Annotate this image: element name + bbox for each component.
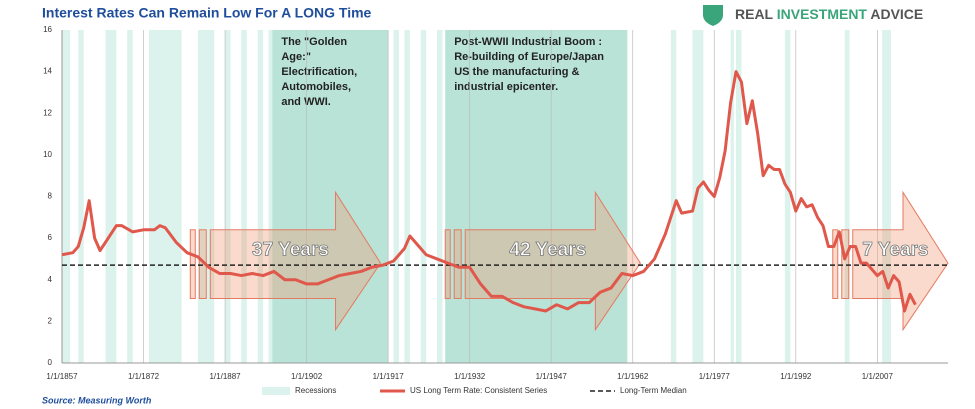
recession-band [404, 30, 410, 363]
arrow [852, 190, 949, 332]
era-band [272, 30, 389, 363]
chart-title: Interest Rates Can Remain Low For A LONG… [42, 5, 372, 21]
logo: REAL INVESTMENT ADVICE [735, 6, 923, 22]
legend-label: Recessions [295, 386, 336, 395]
recession-band [241, 30, 247, 363]
y-tick-label: 6 [48, 233, 53, 242]
arrow-stripe [453, 229, 462, 299]
era-text: industrial epicenter. [454, 81, 558, 93]
y-tick-label: 2 [48, 316, 53, 325]
x-tick-label: 1/1/2007 [862, 372, 894, 381]
logo-part: INVESTMENT [777, 6, 868, 22]
x-tick-label: 1/1/1857 [46, 372, 78, 381]
y-tick-label: 16 [43, 25, 52, 34]
arrow-stripe [189, 229, 196, 299]
arrow [209, 190, 382, 332]
y-tick-label: 4 [48, 275, 53, 284]
x-tick-label: 1/1/1902 [291, 372, 323, 381]
recession-band [730, 30, 734, 363]
recession-band [257, 30, 264, 363]
arrow-label: 37 Years [252, 240, 329, 261]
recession-band [420, 30, 427, 363]
x-tick-label: 1/1/1977 [699, 372, 731, 381]
logo-part: REAL [735, 6, 774, 22]
y-tick-label: 8 [48, 192, 53, 201]
y-tick-label: 0 [48, 358, 53, 367]
recession-band [197, 30, 215, 363]
x-tick-label: 1/1/1962 [617, 372, 649, 381]
recession-band [736, 30, 742, 363]
x-tick-label: 1/1/1872 [128, 372, 160, 381]
legend-swatch [262, 387, 290, 395]
y-tick-label: 14 [43, 67, 52, 76]
source: Source: Measuring Worth [42, 395, 152, 405]
legend-label: Long-Term Median [620, 386, 687, 395]
era-text: The "Golden [281, 36, 347, 48]
x-tick-label: 1/1/1917 [373, 372, 405, 381]
recession-band [882, 30, 891, 363]
x-tick-label: 1/1/1947 [536, 372, 568, 381]
era-text: Automobiles, [281, 81, 351, 93]
recession-band [393, 30, 400, 363]
recession-band [437, 30, 443, 363]
recession-band [225, 30, 231, 363]
recession-band [127, 30, 133, 363]
series-line [61, 70, 917, 313]
era-text: US the manufacturing & [454, 66, 579, 78]
x-tick-label: 1/1/1887 [209, 372, 241, 381]
recession-band [844, 30, 850, 363]
legend-label: US Long Term Rate: Consistent Series [410, 386, 547, 395]
recession-band [148, 30, 182, 363]
era-text: Post-WWII Industrial Boom : [454, 36, 602, 48]
y-tick-label: 10 [43, 150, 52, 159]
x-tick-label: 1/1/1932 [454, 372, 486, 381]
recession-band [670, 30, 677, 363]
recession-band [692, 30, 704, 363]
era-text: Age:" [281, 51, 311, 63]
era-text: Electrification, [281, 66, 357, 78]
logo-icon [703, 5, 723, 26]
era-text: and WWI. [281, 96, 331, 108]
x-tick-label: 1/1/1992 [780, 372, 812, 381]
era-band [445, 30, 628, 363]
recession-band [105, 30, 117, 363]
recession-band [62, 30, 71, 363]
arrow-label: 42 Years [509, 240, 586, 261]
recession-band [784, 30, 791, 363]
recession-band [78, 30, 84, 363]
arrow-label: 7 Years [862, 240, 928, 261]
arrow-stripe [832, 229, 839, 299]
y-tick-label: 12 [43, 108, 52, 117]
era-text: Re-building of Europe/Japan [454, 51, 604, 63]
arrow-stripe [841, 229, 850, 299]
logo-part: ADVICE [870, 6, 923, 22]
